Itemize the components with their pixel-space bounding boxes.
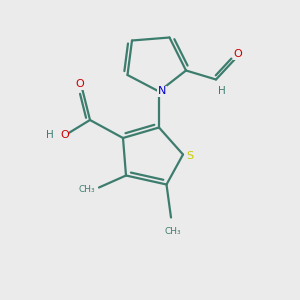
Text: CH₃: CH₃: [164, 226, 181, 236]
Text: S: S: [186, 151, 193, 161]
Text: O: O: [75, 79, 84, 89]
Text: N: N: [158, 86, 166, 97]
Text: CH₃: CH₃: [79, 184, 95, 194]
Text: H: H: [46, 130, 53, 140]
Text: H: H: [218, 86, 226, 96]
Text: O: O: [60, 130, 69, 140]
Text: O: O: [233, 49, 242, 59]
